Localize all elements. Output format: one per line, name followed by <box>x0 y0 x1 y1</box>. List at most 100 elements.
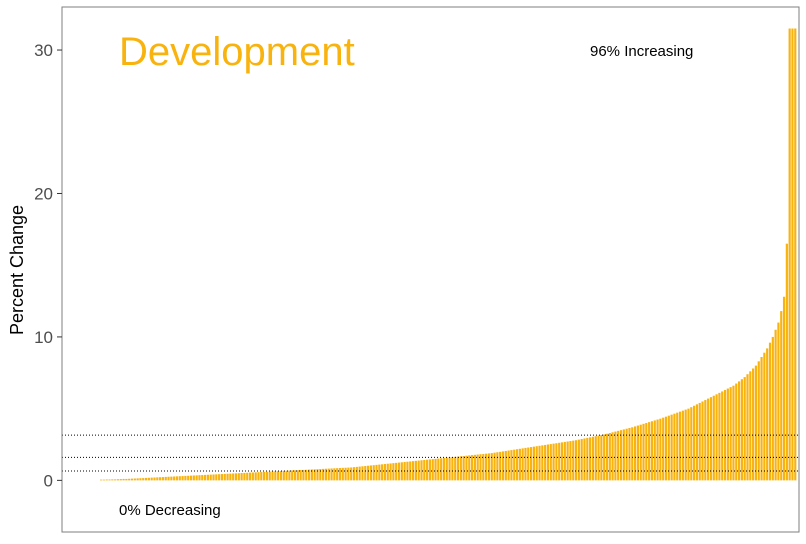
bar <box>611 432 614 481</box>
bar <box>594 436 597 481</box>
bar <box>479 454 482 481</box>
bar <box>367 465 370 481</box>
bar <box>271 471 274 481</box>
bar <box>178 476 181 481</box>
bar <box>454 456 457 481</box>
bar <box>639 424 642 481</box>
bar <box>257 472 260 481</box>
bar <box>524 447 527 481</box>
bar <box>487 453 491 481</box>
bar <box>116 479 120 481</box>
bar <box>608 433 611 481</box>
bar <box>420 460 423 481</box>
bar <box>513 449 516 481</box>
bar <box>636 425 639 481</box>
bar <box>737 381 741 481</box>
bars-group <box>100 28 797 481</box>
bar <box>192 475 195 481</box>
bar <box>521 448 524 481</box>
bar <box>243 472 246 481</box>
bar <box>662 417 665 481</box>
bar <box>757 361 760 481</box>
bar <box>234 473 238 481</box>
bar <box>299 470 302 481</box>
bar <box>440 458 443 481</box>
bar <box>237 473 240 481</box>
bar <box>470 455 474 481</box>
bar <box>743 377 746 481</box>
bar <box>352 467 356 481</box>
bar <box>187 475 190 481</box>
bar <box>305 469 308 481</box>
bar <box>546 444 550 481</box>
bar <box>198 475 201 481</box>
bar <box>726 388 729 481</box>
bar <box>771 336 774 481</box>
bar <box>383 464 387 481</box>
bar <box>515 449 519 481</box>
bar <box>232 473 235 481</box>
bar <box>777 322 780 481</box>
bar <box>336 468 339 481</box>
bar <box>518 448 521 481</box>
bar <box>544 444 547 481</box>
increasing-annotation: 96% Increasing <box>590 43 693 60</box>
bar <box>693 405 696 481</box>
bar <box>768 342 772 481</box>
bar <box>589 437 592 481</box>
bar <box>591 436 595 481</box>
bar <box>414 460 417 481</box>
bar <box>184 475 187 481</box>
bar <box>195 475 198 481</box>
bar <box>375 464 378 481</box>
bar <box>549 444 552 481</box>
plot-frame <box>61 6 800 533</box>
bar <box>226 473 229 481</box>
bar <box>670 414 673 481</box>
bar <box>310 469 313 481</box>
bar <box>673 413 676 481</box>
bar <box>577 439 580 481</box>
bar <box>229 473 232 481</box>
bar <box>656 419 659 481</box>
bar <box>782 296 786 481</box>
y-tick-label: 30 <box>34 41 53 60</box>
bar <box>628 428 631 481</box>
bar <box>749 371 752 481</box>
bar <box>642 423 645 481</box>
bar <box>215 474 218 481</box>
bar <box>625 428 628 481</box>
bar <box>358 466 361 481</box>
bar <box>605 433 609 481</box>
bar <box>451 457 454 481</box>
bar <box>664 416 668 481</box>
bar <box>715 394 718 481</box>
bar <box>386 463 389 481</box>
bar <box>704 400 707 481</box>
bar <box>563 441 566 481</box>
bar <box>707 398 710 481</box>
bar <box>206 474 209 481</box>
bar <box>265 471 269 481</box>
bar <box>111 479 114 481</box>
bar <box>108 479 111 481</box>
bar <box>586 437 589 481</box>
bar <box>597 435 600 481</box>
bar <box>279 471 283 481</box>
bar <box>476 454 479 481</box>
bar <box>493 452 496 481</box>
bar <box>144 477 148 481</box>
bar <box>648 422 651 481</box>
bar <box>541 445 544 481</box>
bar <box>659 418 662 481</box>
bar <box>282 470 285 481</box>
bar <box>392 463 395 481</box>
bar <box>698 402 701 481</box>
bar <box>780 311 783 481</box>
bar <box>558 442 561 481</box>
bar <box>319 469 322 481</box>
bar <box>437 458 440 481</box>
bar <box>159 477 162 481</box>
